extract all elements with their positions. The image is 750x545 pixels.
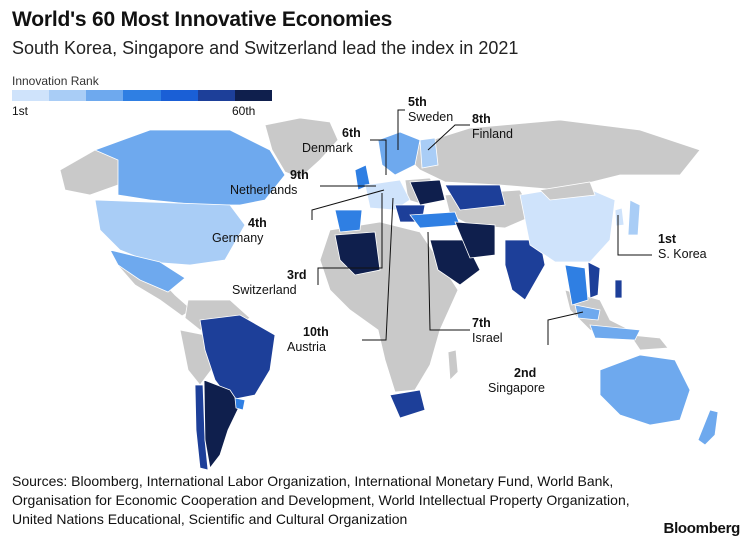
region-madagascar: [447, 349, 459, 381]
region-kazakhstan: [444, 184, 506, 211]
region-scandinavia: [377, 131, 421, 176]
region-papua: [629, 334, 669, 351]
region-korea: [614, 207, 625, 227]
callout-netherlands: 9th Netherlands: [230, 168, 309, 197]
region-turkey: [409, 211, 461, 229]
region-thailand: [564, 264, 589, 306]
sources-line-3: United Nations Educational, Scientific a…: [12, 511, 408, 527]
legend-swatch-7: [234, 90, 272, 101]
leader-s-korea: [617, 215, 652, 256]
callout-austria: 10th Austria: [287, 325, 329, 354]
region-iberia: [334, 209, 363, 233]
region-japan: [627, 199, 641, 236]
legend-swatch-6: [197, 90, 235, 101]
callout-israel: 7th Israel: [472, 316, 503, 345]
leader-denmark: [370, 139, 387, 175]
region-brazil: [199, 314, 276, 401]
legend-max-label: 60th: [232, 104, 256, 118]
region-finland: [419, 137, 439, 169]
legend-title: Innovation Rank: [12, 74, 99, 88]
callout-sweden: 5th Sweden: [408, 95, 454, 124]
region-argentina: [203, 379, 241, 469]
region-australia: [599, 354, 691, 426]
region-south-africa: [389, 389, 426, 419]
leader-germany: [311, 189, 385, 220]
region-iran: [454, 221, 496, 259]
sources-line-2: Organisation for Economic Cooperation an…: [12, 492, 630, 508]
region-mongolia: [539, 181, 596, 201]
sources-note: Sources: Bloomberg, International Labor …: [12, 472, 742, 529]
leader-singapore: [547, 311, 584, 345]
callout-denmark: 6th Denmark: [302, 126, 361, 155]
chart-title: World's 60 Most Innovative Economies: [12, 8, 393, 31]
region-greenland: [264, 117, 339, 179]
region-mexico: [109, 249, 186, 293]
leader-finland: [427, 124, 470, 151]
region-canada: [93, 129, 286, 206]
legend-swatch-5: [160, 90, 198, 101]
callout-finland: 8th Finland: [472, 112, 513, 141]
sources-line-1: Sources: Bloomberg, International Labor …: [12, 473, 614, 489]
legend-color-scale: [12, 90, 272, 101]
legend-swatch-3: [86, 90, 124, 101]
legend-swatch-2: [49, 90, 87, 101]
region-philippines: [614, 279, 623, 299]
callout-s-korea: 1st S. Korea: [658, 232, 707, 261]
region-russia: [399, 119, 701, 191]
region-vietnam: [587, 261, 601, 299]
region-algeria: [334, 231, 381, 276]
region-usa: [94, 199, 246, 266]
leader-sweden: [397, 109, 405, 150]
callout-germany: 4th Germany: [212, 216, 267, 245]
callout-leader-lines: [311, 109, 652, 345]
land-ranked: [93, 129, 719, 471]
bloomberg-logo: Bloomberg: [663, 520, 741, 537]
region-ukraine: [409, 179, 446, 206]
legend-swatch-1: [12, 90, 50, 101]
callout-switzerland: 3rd Switzerland: [232, 268, 307, 297]
legend-swatch-4: [123, 90, 161, 101]
legend-min-label: 1st: [12, 104, 29, 118]
leader-switzerland: [317, 193, 383, 285]
chart-subtitle: South Korea, Singapore and Switzerland l…: [12, 38, 519, 58]
leader-austria: [362, 197, 394, 341]
callout-singapore: 2nd Singapore: [488, 366, 545, 395]
region-chile: [194, 384, 209, 471]
region-new-zealand: [697, 409, 719, 446]
leader-israel: [427, 231, 470, 331]
region-indonesia: [589, 324, 641, 341]
region-uruguay: [234, 397, 246, 411]
